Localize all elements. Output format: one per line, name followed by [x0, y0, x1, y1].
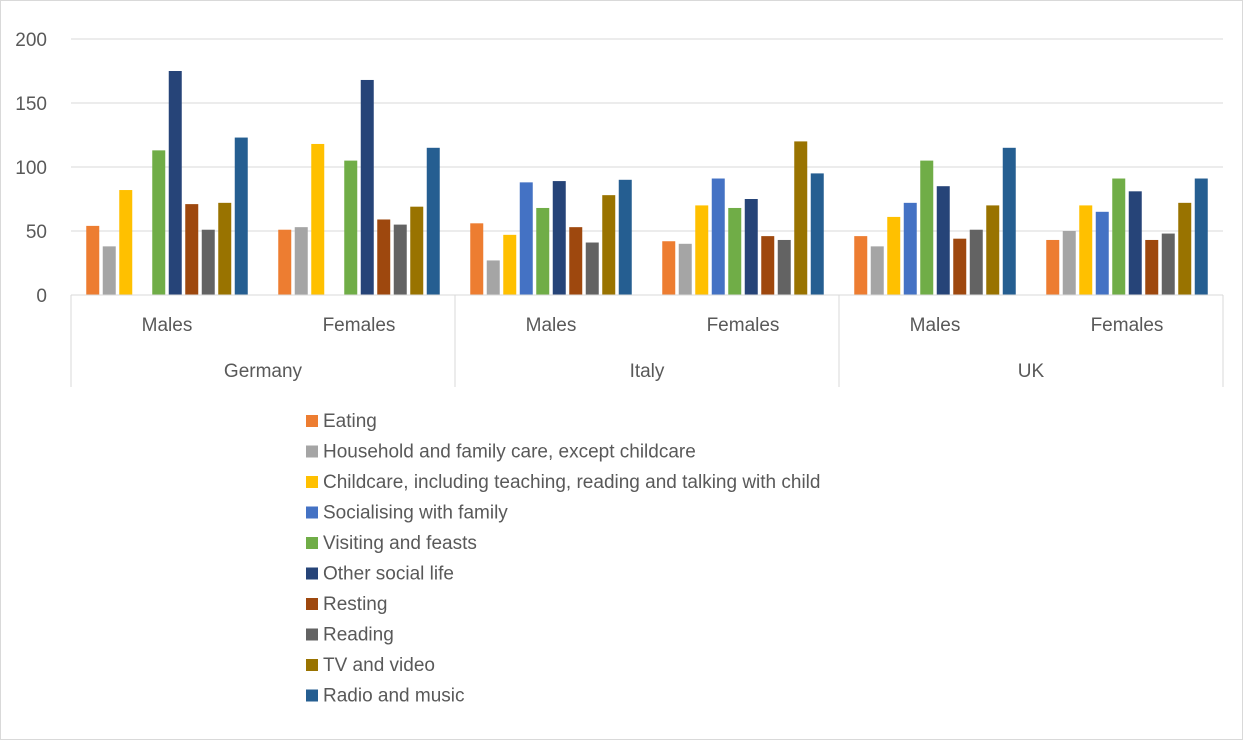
category-label: Males [526, 315, 577, 336]
legend-label: Reading [323, 625, 394, 646]
legend-swatch [306, 445, 318, 458]
y-axis-ticks: 0 50 100 150 200 [15, 30, 47, 307]
bar [777, 239, 791, 295]
bar [810, 173, 824, 295]
category-label: Males [910, 315, 961, 336]
bar [1145, 239, 1159, 295]
bar [678, 243, 692, 295]
legend-swatch [306, 537, 318, 549]
y-tick-label: 150 [15, 94, 47, 115]
legend-label: Childcare, including teaching, reading a… [323, 472, 820, 493]
gridlines [71, 38, 1223, 232]
bar [294, 227, 308, 295]
bar [503, 234, 517, 295]
bar [744, 199, 758, 295]
bar [426, 147, 440, 295]
bar [1079, 205, 1093, 295]
bar [1095, 211, 1109, 295]
y-tick-label: 100 [15, 158, 47, 179]
category-label: Females [323, 315, 396, 336]
category-label: Females [1091, 315, 1164, 336]
bar [602, 195, 616, 295]
y-tick-label: 0 [36, 286, 47, 307]
bar [1046, 239, 1060, 295]
legend: Eating Household and family care, except … [306, 411, 820, 707]
bar [920, 160, 934, 295]
bar [728, 207, 742, 295]
bar [870, 246, 884, 295]
bar [887, 216, 901, 295]
legend-swatch [306, 659, 318, 671]
group-label: Italy [630, 361, 665, 382]
bar [903, 202, 917, 295]
bar [536, 207, 550, 295]
bar [618, 179, 632, 295]
bar [311, 143, 325, 295]
bar [1062, 231, 1076, 295]
bar [344, 160, 358, 295]
legend-label: Radio and music [323, 686, 465, 707]
bar [185, 204, 199, 295]
category-label: Females [707, 315, 780, 336]
group-label: UK [1018, 361, 1045, 382]
legend-label: Eating [323, 411, 377, 432]
bar [969, 229, 983, 295]
bar [218, 202, 232, 295]
legend-label: Socialising with family [323, 503, 508, 524]
legend-label: Visiting and feasts [323, 533, 477, 554]
legend-label: Household and family care, except childc… [323, 442, 696, 463]
bar [794, 141, 808, 295]
legend-label: Resting [323, 594, 387, 615]
bar [393, 224, 407, 295]
bar [695, 205, 709, 295]
bar [377, 219, 391, 295]
bar [152, 150, 166, 295]
legend-label: Other social life [323, 564, 454, 585]
group-label: Germany [224, 361, 303, 382]
bar [119, 190, 133, 295]
legend-swatch [306, 567, 318, 580]
bar [662, 241, 676, 295]
y-tick-label: 50 [26, 222, 47, 243]
legend-swatch [306, 628, 318, 641]
bar [470, 223, 484, 295]
bar [86, 225, 100, 295]
bar [486, 260, 500, 295]
bar [168, 71, 182, 295]
bar [278, 229, 292, 295]
bar [360, 79, 374, 296]
legend-label: TV and video [323, 655, 435, 676]
bar [1161, 233, 1175, 295]
category-axis: Males Females Germany Males Females Italy Male… [70, 294, 1224, 387]
bar [711, 178, 725, 295]
bar [1194, 178, 1208, 295]
bar [761, 236, 775, 295]
bar [1178, 202, 1192, 295]
bar [936, 186, 950, 295]
bar [585, 242, 599, 295]
bar [854, 236, 868, 295]
legend-swatch [306, 476, 318, 488]
legend-swatch [306, 598, 318, 610]
bar [234, 137, 248, 295]
bar [1002, 147, 1016, 295]
y-tick-label: 200 [15, 30, 47, 51]
legend-swatch [306, 415, 318, 427]
bar [1112, 178, 1126, 295]
bar [102, 246, 116, 295]
bar [986, 205, 1000, 295]
bar [201, 229, 215, 295]
bar [410, 206, 424, 295]
legend-swatch [306, 689, 318, 702]
bar [552, 181, 566, 295]
bar [953, 238, 967, 295]
category-label: Males [142, 315, 193, 336]
bars [86, 71, 1208, 296]
bar [569, 227, 583, 295]
legend-swatch [306, 506, 318, 519]
bar [519, 182, 533, 295]
bar [1128, 191, 1142, 295]
